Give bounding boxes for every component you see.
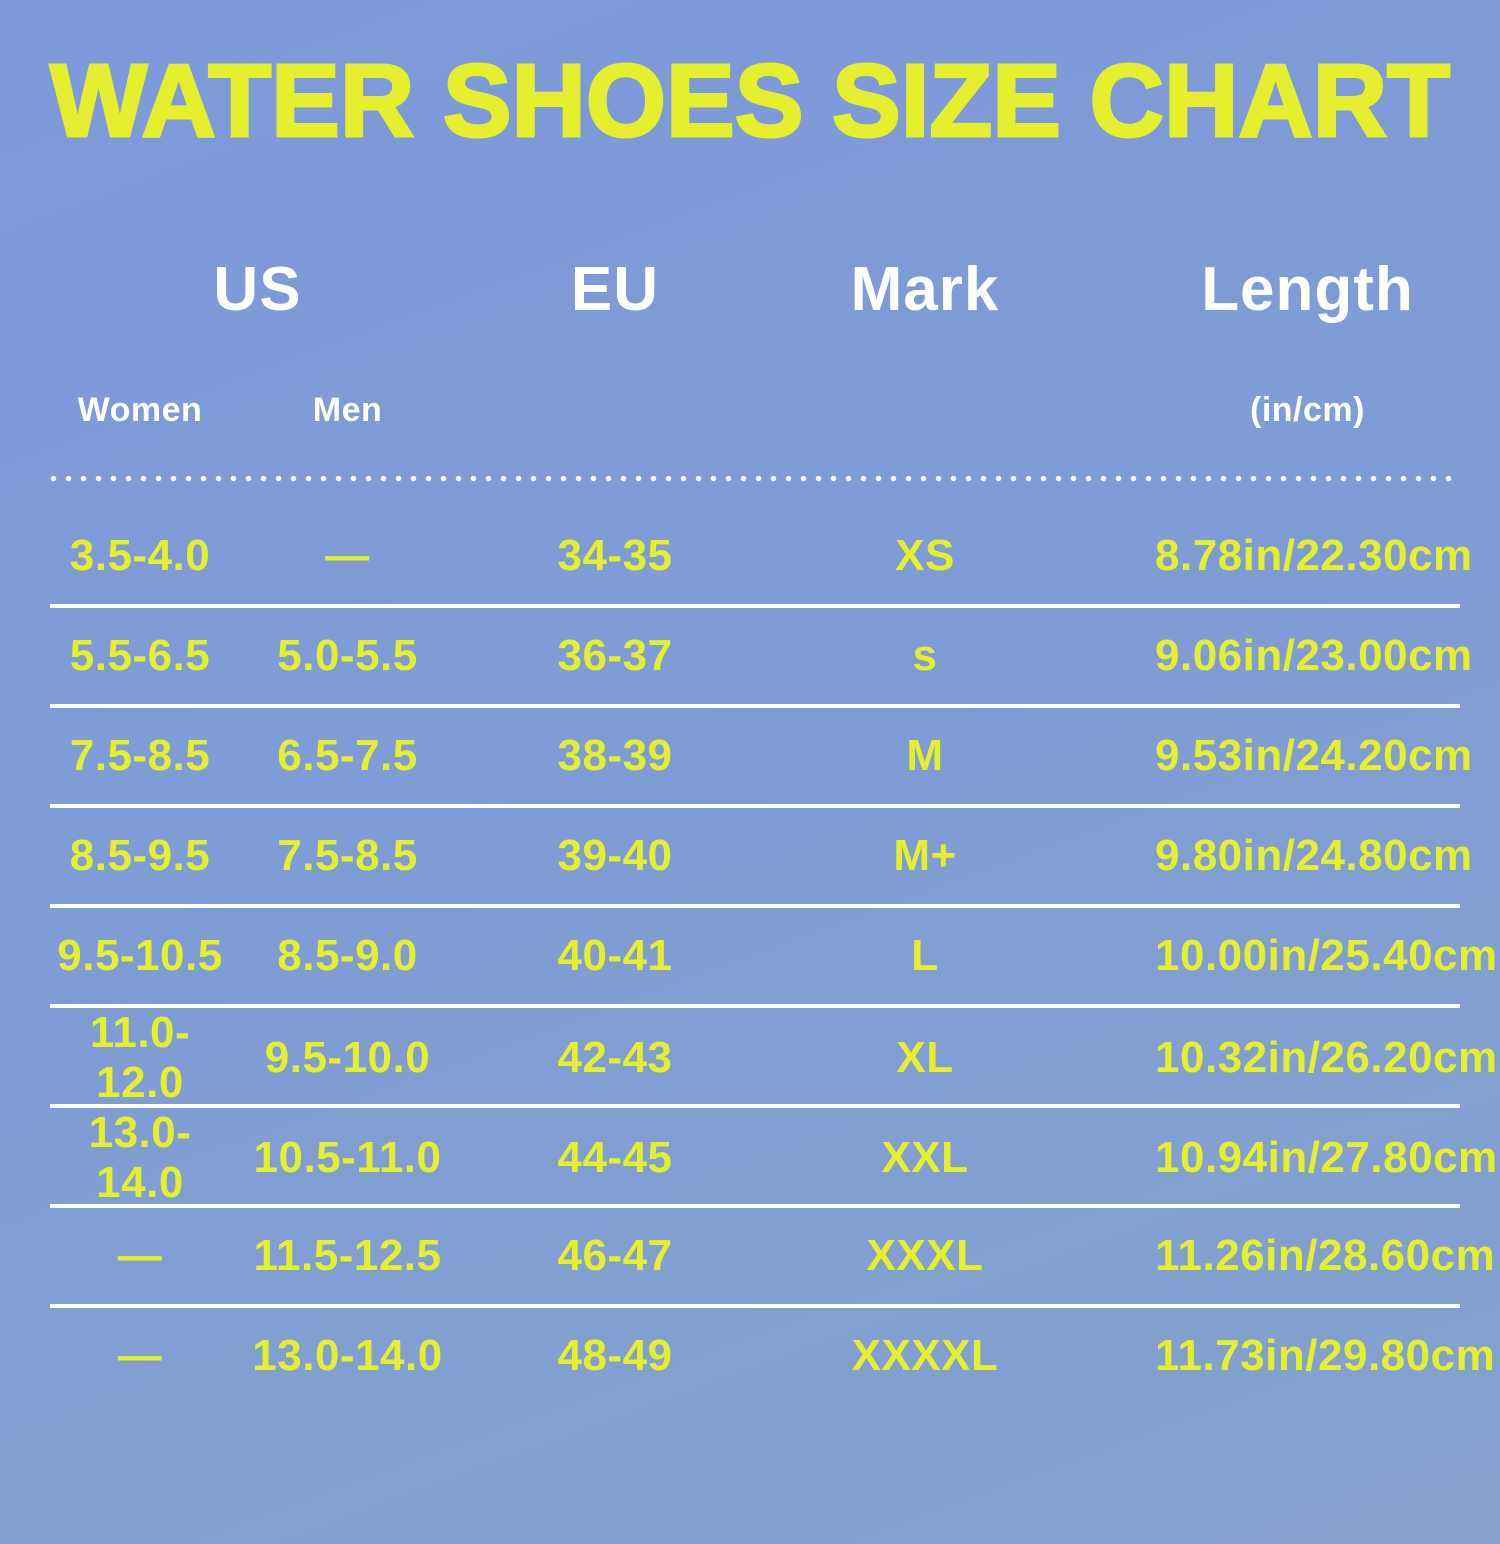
cell-us-women: 7.5-8.5 bbox=[69, 731, 211, 781]
cell-eu: 44-45 bbox=[557, 1133, 673, 1183]
cell-us-men: 7.5-8.5 bbox=[277, 831, 418, 881]
cell-eu: 39-40 bbox=[557, 831, 673, 881]
cell-us-men: 10.5-11.0 bbox=[253, 1133, 442, 1183]
cell-us-women: 13.0-14.0 bbox=[88, 1108, 192, 1208]
column-header-mark: Mark bbox=[850, 254, 1000, 324]
cell-mark: XXL bbox=[881, 1133, 969, 1183]
cell-mark: L bbox=[911, 931, 939, 981]
cell-us-men: 8.5-9.0 bbox=[277, 931, 418, 981]
cell-length: 9.06in/23.00cm bbox=[1155, 631, 1473, 681]
cell-us-women: 5.5-6.5 bbox=[69, 631, 211, 681]
page-title: WATER SHOES SIZE CHART bbox=[48, 42, 1451, 159]
cell-eu: 38-39 bbox=[557, 731, 673, 781]
subheader-length-unit: (in/cm) bbox=[1250, 390, 1365, 429]
cell-length: 8.78in/22.30cm bbox=[1155, 531, 1473, 581]
cell-eu: 34-35 bbox=[557, 531, 673, 581]
cell-mark: XXXXL bbox=[851, 1331, 999, 1381]
cell-us-men: 13.0-14.0 bbox=[252, 1331, 443, 1381]
cell-eu: 46-47 bbox=[557, 1231, 673, 1281]
cell-us-women: 3.5-4.0 bbox=[69, 531, 211, 581]
cell-eu: 36-37 bbox=[557, 631, 673, 681]
table-body: 3.5-4.0 — 34-35 XS 8.78in/22.30cm 5.5-6.… bbox=[50, 508, 1497, 1404]
table-row: 8.5-9.5 7.5-8.5 39-40 M+ 9.80in/24.80cm bbox=[50, 808, 1472, 909]
cell-mark: M+ bbox=[893, 831, 957, 881]
cell-length: 11.73in/29.80cm bbox=[1155, 1331, 1496, 1381]
table-header-row: US EU Mark Length bbox=[50, 243, 1460, 335]
cell-us-women: — bbox=[117, 1231, 163, 1281]
cell-length: 10.00in/25.40cm bbox=[1155, 931, 1498, 981]
subheader-women: Women bbox=[77, 390, 203, 429]
cell-eu: 48-49 bbox=[557, 1331, 673, 1381]
cell-length: 11.26in/28.60cm bbox=[1155, 1231, 1496, 1281]
cell-mark: XL bbox=[896, 1033, 954, 1083]
column-header-eu: EU bbox=[570, 254, 660, 324]
cell-length: 9.80in/24.80cm bbox=[1155, 831, 1473, 881]
cell-us-men: 9.5-10.0 bbox=[264, 1033, 431, 1083]
table-row: 13.0-14.0 10.5-11.0 44-45 XXL 10.94in/27… bbox=[50, 1108, 1497, 1209]
table-row: — 11.5-12.5 46-47 XXXL 11.26in/28.60cm bbox=[50, 1208, 1495, 1309]
cell-mark: XXXL bbox=[866, 1231, 984, 1281]
cell-mark: s bbox=[912, 631, 938, 681]
column-header-us: US bbox=[213, 254, 302, 324]
cell-us-men: — bbox=[325, 531, 370, 581]
cell-length: 10.32in/26.20cm bbox=[1155, 1033, 1498, 1083]
cell-length: 9.53in/24.20cm bbox=[1155, 731, 1473, 781]
table-subheader-row: Women Men (in/cm) bbox=[50, 385, 1460, 435]
cell-us-women: 11.0-12.0 bbox=[89, 1008, 191, 1108]
table-row: 3.5-4.0 — 34-35 XS 8.78in/22.30cm bbox=[50, 508, 1472, 609]
cell-us-men: 6.5-7.5 bbox=[277, 731, 418, 781]
table-row: — 13.0-14.0 48-49 XXXXL 11.73in/29.80cm bbox=[50, 1308, 1495, 1404]
cell-us-men: 11.5-12.5 bbox=[253, 1231, 442, 1281]
subheader-men: Men bbox=[312, 390, 383, 429]
cell-us-women: 9.5-10.5 bbox=[57, 931, 223, 981]
cell-us-women: — bbox=[117, 1331, 163, 1381]
cell-mark: XS bbox=[895, 531, 955, 581]
column-header-length: Length bbox=[1201, 254, 1414, 324]
table-row: 5.5-6.5 5.0-5.5 36-37 s 9.06in/23.00cm bbox=[50, 608, 1472, 709]
dotted-divider bbox=[50, 475, 1452, 483]
cell-length: 10.94in/27.80cm bbox=[1155, 1133, 1498, 1183]
cell-mark: M bbox=[906, 731, 944, 781]
table-row: 7.5-8.5 6.5-7.5 38-39 M 9.53in/24.20cm bbox=[50, 708, 1472, 809]
cell-eu: 40-41 bbox=[557, 931, 673, 981]
cell-us-women: 8.5-9.5 bbox=[69, 831, 211, 881]
table-row: 9.5-10.5 8.5-9.0 40-41 L 10.00in/25.40cm bbox=[50, 908, 1497, 1009]
cell-eu: 42-43 bbox=[557, 1033, 673, 1083]
table-row: 11.0-12.0 9.5-10.0 42-43 XL 10.32in/26.2… bbox=[50, 1008, 1497, 1109]
cell-us-men: 5.0-5.5 bbox=[277, 631, 418, 681]
